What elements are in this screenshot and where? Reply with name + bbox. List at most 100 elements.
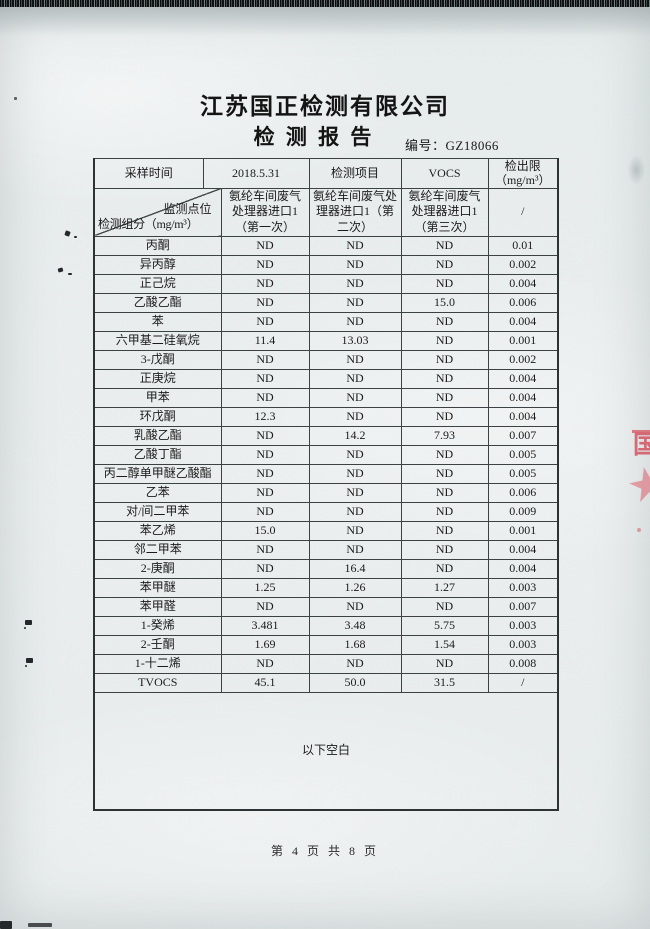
component-name-cell: 对/间二甲苯 [93,501,222,522]
run1-value-cell: ND [220,539,310,560]
detection-limit-value-cell: 0.001 [487,330,559,351]
detection-limit-label: 检出限 [504,159,541,173]
run2-value-cell: 50.0 [308,672,402,693]
scan-debris [28,923,52,927]
run3-value-cell: ND [400,387,489,408]
run3-value-cell: ND [400,558,489,579]
run2-value-cell: ND [308,520,402,541]
run1-value-cell: ND [220,235,310,256]
table-row: 苯 ND ND ND 0.004 [93,311,559,332]
table-row: 苯甲醚 1.25 1.26 1.27 0.003 [93,577,559,598]
table-row: 苯甲醛 ND ND ND 0.007 [93,596,559,617]
component-name-cell: 环戊酮 [93,406,222,427]
table-row: 乙酸乙酯 ND ND 15.0 0.006 [93,292,559,313]
detection-limit-value-cell: 0.005 [487,463,559,484]
scanner-edge-artifact [0,0,650,7]
run3-value-cell: ND [400,368,489,389]
run1-value-cell: 15.0 [220,520,310,541]
run2-value-cell: ND [308,368,402,389]
component-name-cell: 丙二醇单甲醚乙酸酯 [93,463,222,484]
detection-limit-value-cell: 0.004 [487,368,559,389]
run2-value-cell: ND [308,501,402,522]
component-name-cell: 乳酸乙酯 [93,425,222,446]
run2-value-cell: ND [308,311,402,332]
run2-value-cell: 13.03 [308,330,402,351]
ink-speck [25,620,32,625]
table-row: 丙二醇单甲醚乙酸酯 ND ND ND 0.005 [93,463,559,484]
run3-value-cell: ND [400,653,489,674]
detection-limit-value-cell: 0.003 [487,615,559,636]
detection-limit-value-cell: 0.003 [487,577,559,598]
detection-limit-value-cell: 0.006 [487,482,559,503]
table-body: 丙酮 ND ND ND 0.01 异丙醇 ND ND ND 0.002 正己烷 … [93,235,559,693]
table-row: 1-癸烯 3.481 3.48 5.75 0.003 [93,615,559,636]
component-name-cell: TVOCS [93,672,222,693]
run2-value-cell: ND [308,482,402,503]
table-header-row-2: 监测点位 检测组分（mg/m³） 氨纶车间废气处理器进口1（第一次） 氨纶车间废… [93,187,559,237]
run1-value-cell: ND [220,596,310,617]
component-name-cell: 正庚烷 [93,368,222,389]
run1-value-cell: ND [220,501,310,522]
ink-speck [68,273,72,275]
ink-speck [64,230,71,237]
run3-value-cell: 7.93 [400,425,489,446]
ink-speck [24,627,26,629]
run3-value-cell: 1.27 [400,577,489,598]
sampling-point-1-cell: 氨纶车间废气处理器进口1（第一次） [220,187,310,237]
run1-value-cell: ND [220,387,310,408]
test-item-value-cell: VOCS [400,158,489,189]
run2-value-cell: ND [308,254,402,275]
table-row: 3-戊酮 ND ND ND 0.002 [93,349,559,370]
detection-limit-value-cell: 0.002 [487,349,559,370]
run2-value-cell: 1.26 [308,577,402,598]
component-name-cell: 异丙醇 [93,254,222,275]
run2-value-cell: ND [308,349,402,370]
run1-value-cell: 12.3 [220,406,310,427]
run2-value-cell: ND [308,444,402,465]
seal-ink-dot [637,528,641,532]
table-header-row-1: 采样时间 2018.5.31 检测项目 VOCS 检出限 （mg/m³） [93,158,559,189]
detection-limit-value-cell: 0.007 [487,596,559,617]
seal-border-fragment [632,430,650,433]
table-row: 乳酸乙酯 ND 14.2 7.93 0.007 [93,425,559,446]
run2-value-cell: 1.68 [308,634,402,655]
detection-limit-value-cell: 0.003 [487,634,559,655]
run2-value-cell: ND [308,292,402,313]
run1-value-cell: ND [220,273,310,294]
table-row: 异丙醇 ND ND ND 0.002 [93,254,559,275]
run2-value-cell: ND [308,406,402,427]
run2-value-cell: ND [308,596,402,617]
run1-value-cell: ND [220,254,310,275]
ink-speck [74,236,77,238]
table-row: 邻二甲苯 ND ND ND 0.004 [93,539,559,560]
run1-value-cell: ND [220,292,310,313]
run1-value-cell: ND [220,482,310,503]
table-row: 六甲基二硅氧烷 11.4 13.03 ND 0.001 [93,330,559,351]
report-number-label: 编号： [405,138,446,153]
red-seal-fragment: 国 ★ [622,424,650,554]
run2-value-cell: ND [308,235,402,256]
scan-smudge [622,150,646,190]
component-name-cell: 1-癸烯 [93,615,222,636]
run1-value-cell: 45.1 [220,672,310,693]
component-name-cell: 甲苯 [93,387,222,408]
run1-value-cell: ND [220,444,310,465]
component-name-cell: 六甲基二硅氧烷 [93,330,222,351]
table-row: 正庚烷 ND ND ND 0.004 [93,368,559,389]
detection-limit-value-cell: 0.01 [487,235,559,256]
blank-row: 以下空白 [93,691,559,811]
run3-value-cell: ND [400,235,489,256]
detection-limit-value-cell: 0.004 [487,558,559,579]
table-row: 乙酸丁酯 ND ND ND 0.005 [93,444,559,465]
run3-value-cell: 31.5 [400,672,489,693]
component-name-cell: 乙苯 [93,482,222,503]
results-table: 采样时间 2018.5.31 检测项目 VOCS 检出限 （mg/m³） 监测点… [93,158,559,812]
run2-value-cell: ND [308,653,402,674]
table-row: 苯乙烯 15.0 ND ND 0.001 [93,520,559,541]
run3-value-cell: ND [400,273,489,294]
run2-value-cell: 14.2 [308,425,402,446]
report-title: 检 测 报 告 [253,125,375,149]
detection-limit-value-cell: / [487,672,559,693]
run1-value-cell: ND [220,311,310,332]
